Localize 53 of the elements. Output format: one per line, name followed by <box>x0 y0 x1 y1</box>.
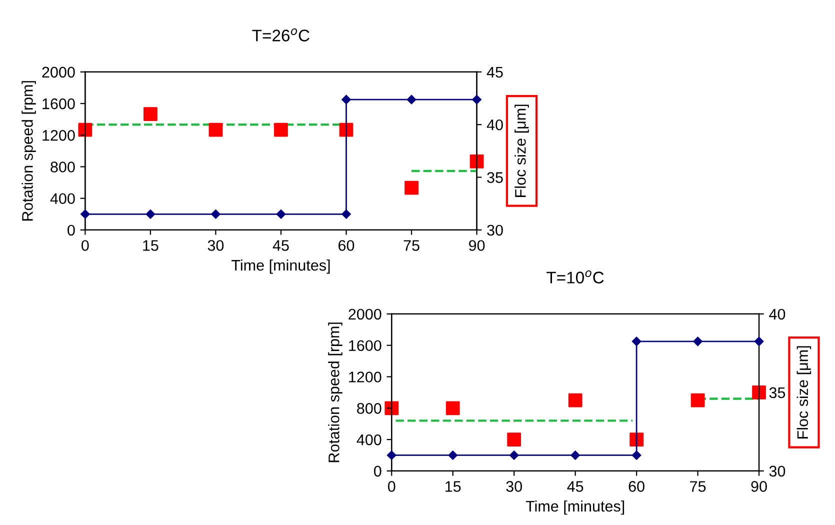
x-tick-label: 60 <box>628 481 644 492</box>
point <box>78 122 92 137</box>
y-tick-label: 2000 <box>42 66 75 78</box>
x-tick-label: 75 <box>404 240 420 251</box>
y2-tick-label: 45 <box>486 66 503 78</box>
point <box>630 432 644 446</box>
y-axis-title: Rotation speed [rpm] <box>328 322 342 462</box>
y2-tick-label: 35 <box>487 172 503 183</box>
x-tick-label: 15 <box>446 481 461 492</box>
y-tick-label: 1600 <box>349 340 382 352</box>
x-axis-title: Time [minutes] <box>232 259 330 274</box>
x-axis-title: Time [minutes] <box>526 500 624 515</box>
point <box>208 122 223 137</box>
point <box>404 180 418 195</box>
point <box>274 122 288 137</box>
x-tick-label: 90 <box>751 481 767 492</box>
y-tick-label: 800 <box>50 162 75 172</box>
y2-axis-title: Floc size [μm] <box>796 346 812 438</box>
point <box>384 401 399 416</box>
y2-tick-label: 30 <box>769 466 786 477</box>
chart-title: T=26$^{o}$C <box>252 28 310 42</box>
y2-tick-label: 40 <box>769 308 786 320</box>
y-axis-title: Rotation speed [rpm] <box>22 81 36 221</box>
x-tick-label: 75 <box>690 481 706 492</box>
x-tick-label: 0 <box>82 240 89 251</box>
y-tick-label: 800 <box>357 403 382 414</box>
x-tick-label: 30 <box>506 481 522 492</box>
point <box>568 393 582 408</box>
x-tick-label: 30 <box>208 240 224 251</box>
y2-axis-title: Floc size [μm] <box>514 104 529 197</box>
point <box>690 393 705 408</box>
x-tick-label: 45 <box>567 481 584 492</box>
x-tick-label: 0 <box>388 481 396 492</box>
x-tick-label: 15 <box>143 240 158 251</box>
y-tick-label: 1200 <box>42 130 75 141</box>
y2-tick-label: 35 <box>769 387 786 398</box>
x-tick-label: 60 <box>338 240 354 251</box>
point <box>143 107 158 122</box>
y-tick-label: 1600 <box>42 98 75 110</box>
y-tick-label: 1200 <box>349 372 382 382</box>
x-tick-label: 45 <box>272 240 289 251</box>
y-tick-label: 400 <box>50 193 75 204</box>
y-tick-label: 0 <box>374 466 382 477</box>
y-tick-label: 2000 <box>348 308 382 320</box>
y2-tick-label: 40 <box>486 119 503 130</box>
y-tick-label: 400 <box>356 434 382 446</box>
x-tick-label: 90 <box>469 240 485 251</box>
y-tick-label: 0 <box>68 224 75 236</box>
point <box>752 385 766 400</box>
point <box>507 432 522 446</box>
point <box>446 401 460 416</box>
chart-title: T=10$^{o}$C <box>546 270 604 284</box>
y2-tick-label: 30 <box>487 224 503 236</box>
